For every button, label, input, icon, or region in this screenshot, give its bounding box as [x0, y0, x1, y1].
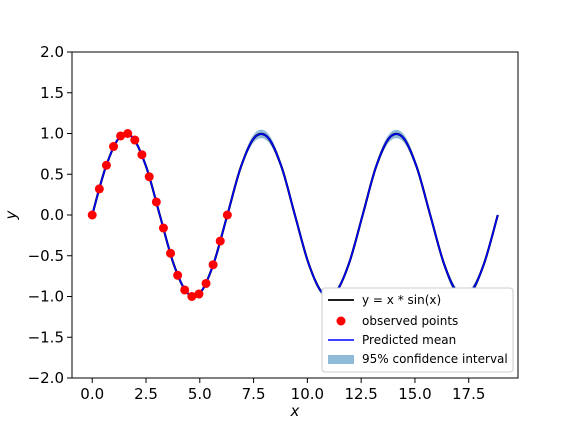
- legend-patch-confidence-interval: [328, 355, 354, 364]
- y-tick-label: 1.5: [40, 84, 64, 102]
- observed-point: [187, 292, 197, 301]
- x-tick-label: 10.0: [291, 385, 324, 403]
- legend-marker-observed-points: [336, 316, 346, 326]
- x-axis-label: x: [290, 402, 300, 420]
- y-tick-label: 1.0: [40, 125, 64, 143]
- y-tick-label: 0.0: [40, 206, 64, 224]
- x-tick-label: 17.5: [452, 385, 485, 403]
- x-axis-ticks: 0.0 2.5 5.0 7.5 10.0 12.5 15.0 17.5: [80, 378, 485, 403]
- observed-point: [144, 172, 154, 182]
- observed-point: [137, 150, 147, 160]
- observed-point: [201, 278, 211, 288]
- observed-point: [101, 160, 111, 170]
- observed-point: [123, 129, 133, 138]
- observed-point: [222, 210, 232, 220]
- y-tick-label: −1.5: [28, 328, 64, 346]
- legend-box: [321, 287, 514, 373]
- observed-point: [151, 197, 161, 207]
- observed-point: [109, 142, 119, 152]
- observed-point: [215, 236, 225, 246]
- x-tick-label: 12.5: [344, 385, 377, 403]
- observed-point: [130, 135, 140, 145]
- y-axis-ticks: −2.0 −1.5 −1.0 −0.5 0.0 0.5 1.0 1.5 2.0: [28, 43, 72, 387]
- observed-point-layer: [87, 129, 232, 301]
- observed-point: [208, 260, 218, 270]
- y-axis-label: y: [2, 209, 20, 220]
- x-tick-label: 7.5: [242, 385, 266, 403]
- legend-label-true-function: y = x * sin(x): [362, 293, 441, 307]
- y-tick-label: −1.0: [28, 288, 64, 306]
- observed-point: [116, 131, 126, 141]
- y-tick-label: −0.5: [28, 247, 64, 265]
- legend-label-observed-points: observed points: [362, 314, 458, 328]
- legend-label-confidence-interval: 95% confidence interval: [362, 352, 508, 366]
- x-tick-label: 15.0: [398, 385, 431, 403]
- series-line-layer: [91, 132, 499, 298]
- observed-point: [173, 270, 183, 280]
- observed-point: [180, 285, 190, 295]
- legend: y = x * sin(x) observed points Predicted…: [321, 287, 514, 373]
- y-tick-label: −2.0: [28, 369, 64, 387]
- x-tick-label: 0.0: [80, 385, 104, 403]
- observed-point: [158, 223, 168, 233]
- y-tick-label: 0.5: [40, 165, 64, 183]
- observed-point: [87, 210, 97, 220]
- y-tick-label: 2.0: [40, 43, 64, 61]
- observed-point: [194, 289, 204, 299]
- legend-label-predicted-mean: Predicted mean: [362, 333, 456, 347]
- predicted-mean-line: [91, 133, 499, 297]
- x-tick-label: 5.0: [188, 385, 212, 403]
- x-tick-label: 2.5: [134, 385, 158, 403]
- observed-point: [166, 248, 176, 258]
- observed-point: [94, 184, 104, 194]
